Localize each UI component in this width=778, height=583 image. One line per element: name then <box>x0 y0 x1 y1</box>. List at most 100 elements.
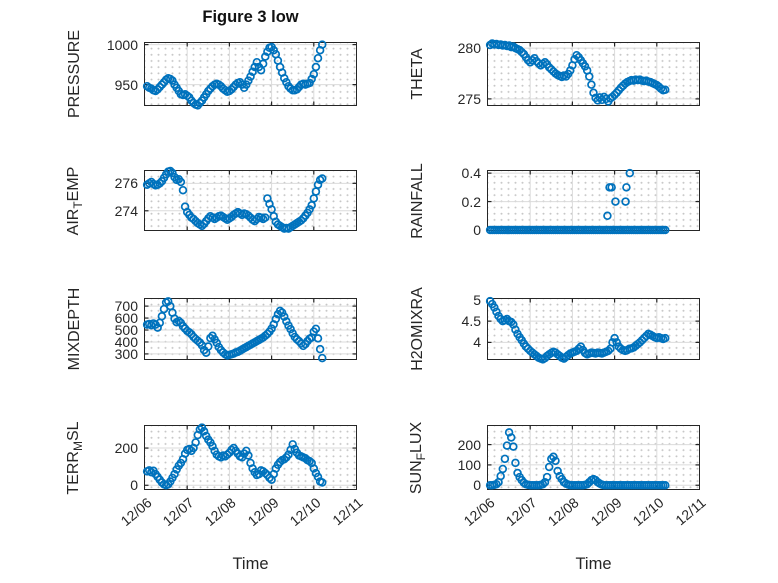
data-point <box>492 307 501 317</box>
data-point <box>296 216 306 225</box>
data-point <box>637 336 647 345</box>
x-tick-label: 12/10 <box>629 494 667 530</box>
data-point <box>498 464 508 474</box>
data-point <box>517 47 527 57</box>
y-tick-label: 0 <box>473 477 481 494</box>
data-point <box>174 316 184 326</box>
data-point <box>168 168 177 178</box>
x-tick-label: 12/09 <box>244 494 282 530</box>
data-point <box>299 341 308 351</box>
x-tick-label: 12/08 <box>201 494 240 530</box>
data-point <box>511 458 520 468</box>
data-point <box>163 297 173 306</box>
data-point <box>208 441 217 451</box>
subplot-h2omixra: 4 4.5 5 H2OMIXRA <box>409 287 700 371</box>
data-point <box>660 225 670 235</box>
y-tick-label: 200 <box>114 440 138 457</box>
data-point <box>305 456 314 466</box>
y-axis-label: PRESSURE <box>66 29 83 119</box>
data-point <box>509 442 518 451</box>
data-point <box>242 446 251 456</box>
y-tick-label: 0 <box>473 222 481 238</box>
y-axis-label: MIXDEPTH <box>66 287 83 371</box>
data-point <box>261 213 270 222</box>
terr-msl-plot <box>142 423 356 490</box>
y-tick-label: 0.4 <box>461 165 481 182</box>
data-point <box>587 80 596 89</box>
x-tick-label: 12/07 <box>159 494 197 530</box>
x-tick-label: 12/07 <box>502 494 540 530</box>
data-point <box>513 468 522 478</box>
data-point <box>153 323 162 332</box>
air-temp-plot <box>142 166 356 233</box>
data-point <box>603 211 612 221</box>
data-point <box>223 450 232 459</box>
y-tick-label: 100 <box>457 456 481 473</box>
data-point <box>540 58 550 67</box>
subplot-air-temp: 274 276 AIRTEMP <box>65 166 357 235</box>
mixdepth-plot <box>142 297 356 363</box>
data-point <box>317 478 327 487</box>
subplot-pressure: 950 1000 PRESSURE <box>66 30 357 118</box>
x-tick-label: 12/11 <box>329 494 366 529</box>
y-tick-label: 700 <box>114 298 138 315</box>
data-point <box>261 52 270 61</box>
data-point <box>500 454 510 464</box>
subplot-terr-msl: 0 200 TERRMSL 12/06 12/07 12/08 12/09 12/10 12/1… <box>65 421 366 529</box>
y-axis-label: THETA <box>409 48 426 100</box>
subplot-sun-flux: 0 100 200 SUNFLUX 12/06 12/07 12/08 12/09 12/10 1… <box>408 421 709 529</box>
data-point <box>313 53 323 63</box>
x-axis-label-right: Time <box>575 555 612 573</box>
data-point <box>191 438 200 447</box>
data-point <box>660 333 670 343</box>
subplot-mixdepth: 300 400 500 600 700 MIXDEPTH <box>66 288 357 370</box>
data-point <box>288 440 297 449</box>
data-point <box>197 221 207 231</box>
data-point <box>144 466 154 475</box>
data-point <box>660 85 670 95</box>
data-point <box>166 166 175 176</box>
pressure-plot <box>142 40 356 110</box>
y-tick-label: 276 <box>114 175 138 192</box>
h2omixra-plot <box>485 296 699 364</box>
data-point <box>660 480 670 490</box>
data-point <box>313 180 323 189</box>
subplot-theta: 275 280 THETA <box>409 39 700 106</box>
y-axis-label: H2OMIXRA <box>409 287 426 371</box>
data-point <box>193 336 202 346</box>
rainfall-plot <box>485 168 699 235</box>
data-point <box>496 471 505 481</box>
y-tick-label: 300 <box>114 345 138 362</box>
data-point <box>204 342 213 351</box>
y-axis-label: RAINFALL <box>409 162 426 239</box>
data-point <box>547 454 556 464</box>
data-point <box>258 59 268 69</box>
data-point <box>313 334 323 343</box>
data-point <box>185 444 194 454</box>
data-point <box>305 205 314 214</box>
y-axis-label: SUNFLUX <box>407 421 429 494</box>
data-point <box>178 185 188 195</box>
data-point <box>604 346 613 356</box>
data-point <box>608 338 617 347</box>
data-point <box>311 62 321 72</box>
x-tick-label: 12/06 <box>117 494 155 530</box>
y-tick-label: 280 <box>457 40 481 57</box>
data-point <box>611 197 620 206</box>
y-axis-label: TERRMSL <box>64 420 86 495</box>
y-axis-label: AIRTEMP <box>64 166 86 235</box>
data-point <box>542 472 552 482</box>
x-tick-label: 12/11 <box>672 494 709 529</box>
y-tick-label: 600 <box>114 310 138 327</box>
data-point <box>244 451 253 460</box>
x-axis-label-left: Time <box>232 555 269 573</box>
y-tick-label: 4 <box>473 334 481 351</box>
data-point <box>639 333 649 343</box>
data-point <box>490 303 499 312</box>
data-point <box>185 328 194 337</box>
data-point <box>317 174 327 183</box>
data-point <box>492 479 501 489</box>
data-point <box>261 468 270 478</box>
y-tick-label: 4.5 <box>461 313 481 330</box>
